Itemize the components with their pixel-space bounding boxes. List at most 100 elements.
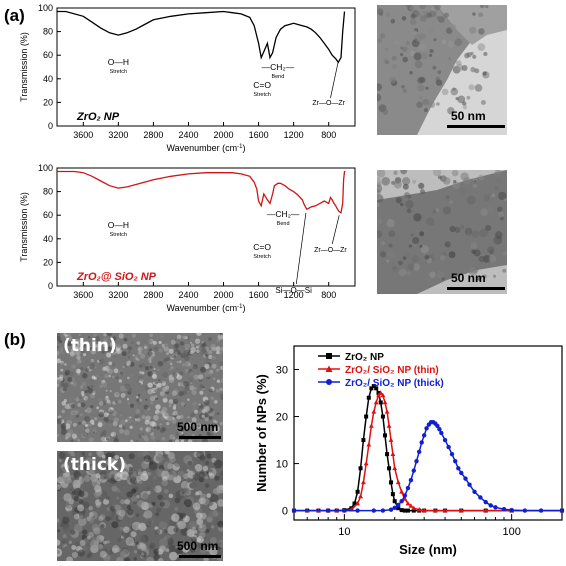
texture-grain [483, 51, 488, 57]
texture-grain [120, 499, 126, 505]
data-point [392, 505, 397, 510]
texture-grain [204, 487, 208, 491]
texture-grain [158, 340, 162, 345]
texture-grain [168, 404, 172, 408]
texture-grain [136, 341, 141, 345]
texture-grain [194, 338, 201, 344]
texture-grain [175, 422, 181, 427]
texture-grain [470, 51, 474, 56]
data-point [363, 460, 369, 466]
texture-grain [411, 255, 420, 263]
texture-grain [433, 38, 437, 42]
texture-grain [186, 417, 192, 423]
annotation-sioSi: Si—O—Si [275, 286, 312, 295]
plot-frame [293, 345, 563, 521]
sem-thin-label: (thin) [63, 336, 117, 356]
texture-grain [173, 343, 179, 349]
texture-grain [208, 467, 214, 473]
texture-grain [457, 95, 466, 104]
texture-grain [219, 361, 223, 366]
texture-grain [441, 88, 449, 96]
texture-grain [161, 436, 166, 441]
annotation-zroZr: Zr—O—Zr [314, 247, 347, 254]
texture-grain [106, 540, 110, 544]
data-point [355, 508, 360, 513]
texture-grain [73, 487, 82, 496]
texture-grain [205, 476, 209, 480]
data-point [371, 409, 377, 414]
texture-grain [213, 419, 217, 423]
data-point [371, 508, 377, 513]
texture-grain [177, 470, 185, 478]
texture-grain [152, 340, 157, 345]
texture-grain [408, 244, 413, 248]
spectrum-line [57, 170, 346, 214]
texture-grain [140, 552, 145, 556]
texture-grain [468, 84, 475, 91]
texture-grain [78, 498, 84, 504]
plot-frame [56, 167, 356, 287]
texture-grain [217, 370, 221, 374]
texture-grain [204, 399, 210, 406]
texture-grain [112, 375, 115, 379]
data-point [392, 465, 398, 471]
texture-grain [482, 71, 487, 76]
texture-grain [77, 504, 85, 512]
texture-grain [486, 205, 494, 213]
texture-grain [196, 518, 204, 526]
texture-grain [183, 380, 190, 387]
texture-grain [93, 417, 98, 421]
texture-grain [157, 494, 163, 500]
data-point [439, 430, 444, 436]
texture-grain [398, 260, 403, 266]
texture-grain [115, 376, 119, 380]
texture-grain [154, 390, 157, 392]
annotation-ch2: —CH₂— [262, 62, 295, 72]
texture-grain [88, 452, 92, 456]
texture-grain [389, 76, 397, 84]
data-point [291, 508, 297, 513]
texture-grain [437, 175, 442, 180]
texture-grain [141, 391, 147, 397]
texture-grain [119, 424, 123, 428]
texture-grain [76, 355, 81, 360]
texture-grain [499, 216, 504, 221]
data-point [387, 466, 392, 471]
texture-grain [66, 415, 73, 421]
texture-grain [204, 460, 210, 466]
texture-grain [124, 429, 130, 436]
texture-grain [66, 478, 72, 484]
texture-grain [180, 512, 186, 519]
texture-grain [67, 333, 73, 337]
texture-grain [428, 27, 435, 34]
y-tick-label: 100 [38, 3, 53, 13]
data-point [378, 390, 384, 395]
texture-grain [186, 468, 190, 472]
texture-grain [135, 408, 141, 414]
texture-grain [143, 404, 149, 410]
data-point [402, 508, 407, 513]
data-point [416, 449, 422, 455]
texture-grain [157, 557, 164, 561]
texture-grain [139, 337, 146, 343]
texture-grain [141, 415, 146, 420]
texture-grain [432, 209, 437, 214]
texture-grain [377, 38, 383, 43]
y-tick-label: 20 [43, 97, 53, 107]
texture-grain [204, 406, 210, 412]
texture-grain [146, 556, 155, 561]
texture-grain [402, 177, 411, 186]
texture-grain [163, 346, 169, 352]
texture-grain [469, 26, 477, 34]
texture-grain [177, 520, 186, 530]
texture-grain [89, 379, 94, 384]
texture-grain [88, 518, 94, 524]
texture-grain [94, 336, 100, 342]
texture-grain [90, 348, 97, 355]
texture-grain [377, 219, 383, 225]
texture-grain [443, 12, 449, 18]
texture-grain [130, 341, 134, 344]
texture-grain [61, 348, 64, 351]
texture-grain [197, 374, 204, 380]
texture-grain [77, 439, 80, 442]
